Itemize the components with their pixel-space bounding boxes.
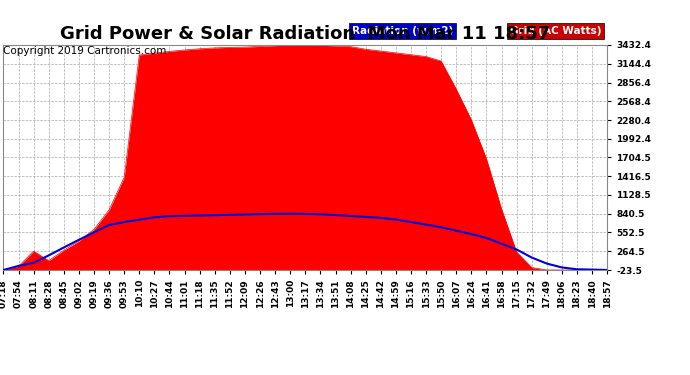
Text: Radiation (w/m2): Radiation (w/m2) [352, 26, 453, 36]
Text: Grid (AC Watts): Grid (AC Watts) [510, 26, 601, 36]
Title: Grid Power & Solar Radiation  Mon Mar 11 18:57: Grid Power & Solar Radiation Mon Mar 11 … [60, 26, 551, 44]
Text: Copyright 2019 Cartronics.com: Copyright 2019 Cartronics.com [3, 46, 167, 56]
